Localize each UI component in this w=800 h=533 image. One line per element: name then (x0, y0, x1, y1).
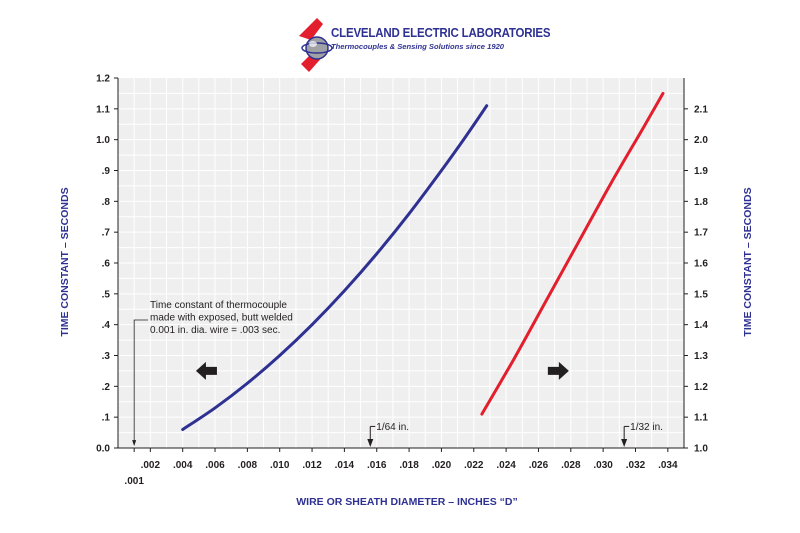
x-tick-label: .018 (399, 460, 419, 471)
x-axis-ticks: .001 .002 .004 .006 .008 .010 .012 .014 .016 .018… (124, 448, 678, 487)
x-axis-title: WIRE OR SHEATH DIAMETER – INCHES “D” (296, 496, 517, 508)
x-tick-label: .006 (205, 460, 225, 471)
y-tick-label-right: 1.4 (694, 320, 708, 331)
note-line: made with exposed, butt welded (150, 313, 293, 324)
y-tick-label-left: 1.0 (96, 135, 110, 146)
y-tick-label-right: 1.9 (694, 166, 708, 177)
size-markers: 1/64 in. 1/32 in. (367, 422, 663, 447)
y-tick-label-right: 1.5 (694, 289, 708, 300)
x-tick-label: .034 (658, 460, 678, 471)
y-tick-label-left: .5 (102, 289, 111, 300)
y-tick-label-left: .9 (102, 166, 111, 177)
x-tick-label: .008 (238, 460, 258, 471)
y-tick-label-right: 1.0 (694, 444, 708, 455)
note-arrow-down-icon (132, 440, 137, 447)
y-tick-label-left: 1.1 (96, 104, 110, 115)
x-tick-label: .022 (464, 460, 484, 471)
y-tick-label-left: 0.0 (96, 444, 110, 455)
note-line: Time constant of thermocouple (150, 300, 287, 311)
y-tick-label-right: 1.6 (694, 259, 708, 270)
arrow-left-icon (195, 361, 217, 380)
note-annotation: Time constant of thermocouple made with e… (132, 300, 293, 447)
y-tick-label-left: .8 (102, 197, 111, 208)
x-tick-label: .024 (496, 460, 516, 471)
series-line-left-axis-curve (181, 104, 489, 431)
x-tick-label: .020 (432, 460, 452, 471)
arrow-layer (195, 361, 569, 380)
company-logo: CLEVELAND ELECTRIC LABORATORIES Thermoco… (295, 14, 551, 76)
x-tick-label: .032 (626, 460, 646, 471)
note-leader (133, 319, 148, 442)
y-tick-label-right: 1.7 (694, 228, 708, 239)
marker-label: 1/32 in. (630, 422, 663, 433)
logo-globe-icon (299, 18, 333, 72)
y-tick-label-left: .7 (102, 228, 111, 239)
marker-arrow-down-icon (367, 439, 374, 447)
left-y-axis-ticks: 0.0 .1 .2 .3 .4 .5 .6 .7 .8 .9 1.0 1.1 1.2 (96, 74, 118, 455)
x-tick-label: .026 (529, 460, 549, 471)
x-tick-label: .030 (593, 460, 613, 471)
y-tick-label-left: .3 (102, 351, 111, 362)
y-tick-label-right: 1.1 (694, 413, 708, 424)
marker-arrow-down-icon (621, 439, 628, 447)
note-line: 0.001 in. dia. wire = .003 sec. (150, 325, 280, 336)
x-tick-label: .012 (302, 460, 322, 471)
right-y-axis-ticks: 1.0 1.1 1.2 1.3 1.4 1.5 1.6 1.7 1.8 1.9 2.0 2.1 (684, 104, 708, 455)
x-tick-label: .016 (367, 460, 387, 471)
x-tick-label: .028 (561, 460, 581, 471)
x-tick-label: .014 (335, 460, 355, 471)
y-tick-label-left: 1.2 (96, 74, 110, 85)
y-tick-label-right: 1.2 (694, 382, 708, 393)
y-tick-label-left: .4 (102, 320, 111, 331)
y-tick-label-left: .1 (102, 413, 111, 424)
logo-subtitle: Thermocouples & Sensing Solutions since … (331, 42, 505, 51)
series-layer (181, 91, 665, 431)
x-tick-label: .010 (270, 460, 290, 471)
y-axis-title-right: TIME CONSTANT – SECONDS (742, 187, 754, 336)
marker-label: 1/64 in. (376, 422, 409, 433)
y-tick-label-right: 1.3 (694, 351, 708, 362)
y-axis-title-left: TIME CONSTANT – SECONDS (59, 187, 71, 336)
arrow-right-icon (547, 361, 569, 380)
y-tick-label-right: 2.0 (694, 135, 708, 146)
x-tick-label: .001 (124, 476, 144, 487)
y-tick-label-left: .2 (102, 382, 111, 393)
y-tick-label-right: 2.1 (694, 104, 708, 115)
y-tick-label-right: 1.8 (694, 197, 708, 208)
x-tick-label: .004 (173, 460, 193, 471)
logo-title: CLEVELAND ELECTRIC LABORATORIES (331, 26, 551, 40)
series-line-right-axis-curve (480, 91, 665, 416)
x-tick-label: .002 (141, 460, 161, 471)
y-tick-label-left: .6 (102, 259, 111, 270)
